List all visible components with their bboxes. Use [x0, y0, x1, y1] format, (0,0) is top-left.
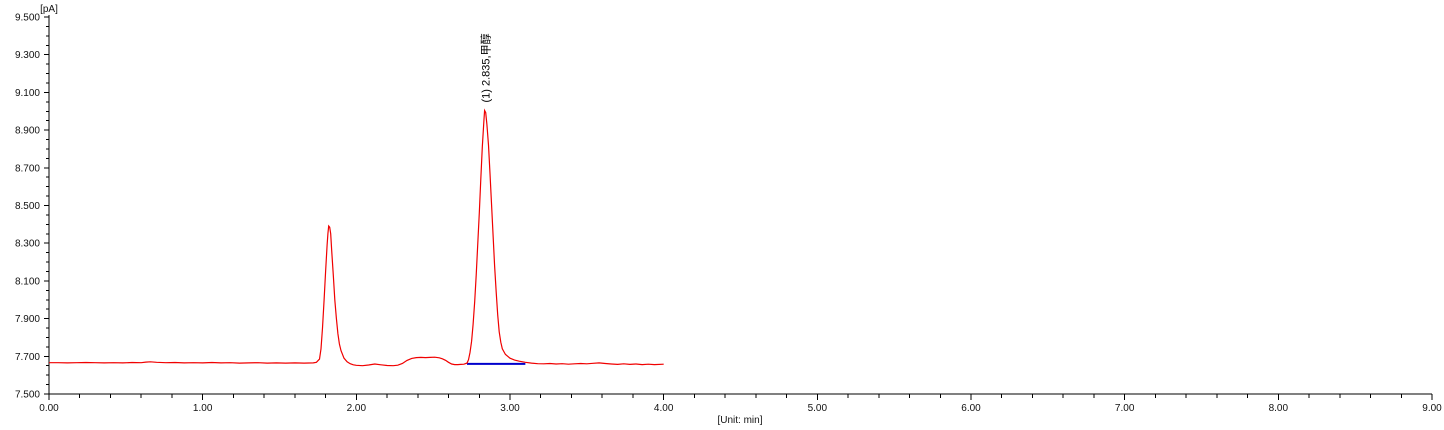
y-tick-label: 8.500 — [15, 201, 40, 212]
y-axis-unit-label: [pA] — [40, 4, 58, 15]
x-tick-label: 1.00 — [193, 403, 213, 414]
x-tick-label: 7.00 — [1115, 403, 1135, 414]
x-tick-label: 5.00 — [808, 403, 828, 414]
x-tick-label: 2.00 — [347, 403, 367, 414]
x-tick-label: 3.00 — [500, 403, 520, 414]
y-tick-label: 9.300 — [15, 50, 40, 61]
y-tick-label: 7.700 — [15, 352, 40, 363]
y-tick-label: 9.100 — [15, 88, 40, 99]
y-tick-label: 8.300 — [15, 239, 40, 250]
y-tick-label: 8.100 — [15, 276, 40, 287]
peak-annotation: (1) 2.835,甲醇 — [479, 33, 493, 102]
x-tick-label: 8.00 — [1269, 403, 1289, 414]
x-axis: 0.00 1.00 2.00 3.00 4.00 5.00 6.00 7.00 8.00 9.00 — [39, 393, 1442, 414]
x-tick-label: 0.00 — [39, 403, 59, 414]
y-tick-label: 8.900 — [15, 126, 40, 137]
x-tick-label: 4.00 — [654, 403, 674, 414]
y-tick-label: 8.700 — [15, 163, 40, 174]
y-axis: 7.500 7.700 7.900 8.100 8.300 8.500 8.700 8.900… — [15, 13, 50, 401]
y-tick-label: 7.500 — [15, 390, 40, 401]
x-axis-unit-label: [Unit: min] — [717, 415, 762, 426]
y-tick-label: 9.500 — [15, 13, 40, 24]
detector-signal-trace — [49, 108, 664, 367]
y-tick-label: 7.900 — [15, 314, 40, 325]
x-tick-label: 9.00 — [1422, 403, 1442, 414]
x-tick-label: 6.00 — [961, 403, 981, 414]
